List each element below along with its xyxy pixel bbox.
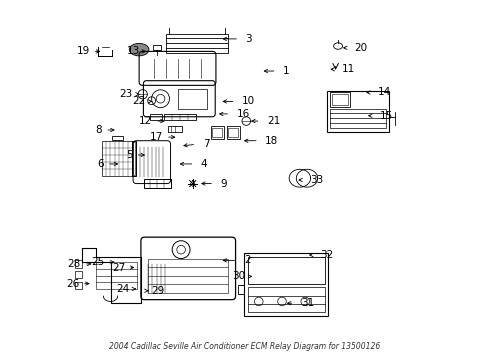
Text: 26: 26 bbox=[66, 279, 79, 289]
Bar bbox=[75, 271, 82, 278]
Bar bbox=[75, 260, 82, 267]
Bar bbox=[96, 262, 137, 289]
Text: 6: 6 bbox=[97, 159, 104, 169]
Text: 29: 29 bbox=[151, 286, 164, 296]
Text: 13: 13 bbox=[126, 46, 140, 57]
Text: 9: 9 bbox=[220, 179, 227, 189]
Bar bbox=[329, 109, 385, 128]
Bar bbox=[326, 91, 388, 132]
Bar bbox=[329, 93, 349, 107]
Text: 7: 7 bbox=[203, 139, 209, 149]
Text: 11: 11 bbox=[341, 64, 355, 74]
Bar bbox=[247, 287, 324, 312]
Text: 8: 8 bbox=[96, 125, 102, 135]
Bar bbox=[212, 128, 222, 137]
Bar bbox=[178, 89, 206, 109]
Bar bbox=[143, 179, 170, 188]
Bar bbox=[75, 282, 82, 289]
Bar bbox=[244, 253, 328, 316]
Text: 16: 16 bbox=[236, 109, 249, 119]
Bar bbox=[149, 113, 162, 120]
Text: 3: 3 bbox=[245, 34, 252, 44]
Bar bbox=[247, 257, 324, 284]
Text: 5: 5 bbox=[126, 150, 132, 160]
Text: 2004 Cadillac Seville Air Conditioner ECM Relay Diagram for 13500126: 2004 Cadillac Seville Air Conditioner EC… bbox=[109, 342, 379, 351]
Text: 32: 32 bbox=[320, 250, 333, 260]
Text: 4: 4 bbox=[201, 159, 207, 169]
Bar bbox=[102, 141, 132, 176]
Bar bbox=[331, 94, 347, 105]
Bar bbox=[167, 126, 182, 132]
Text: 1: 1 bbox=[283, 66, 289, 76]
Bar bbox=[133, 142, 135, 175]
Text: 14: 14 bbox=[377, 87, 390, 98]
Bar bbox=[164, 113, 196, 120]
Text: 18: 18 bbox=[264, 136, 278, 146]
Bar bbox=[238, 285, 244, 294]
Bar bbox=[165, 33, 228, 53]
Text: 12: 12 bbox=[139, 116, 152, 126]
Text: 15: 15 bbox=[379, 111, 392, 121]
Bar bbox=[226, 126, 240, 139]
Text: 17: 17 bbox=[149, 132, 163, 142]
Text: 2: 2 bbox=[244, 255, 250, 265]
Text: 23: 23 bbox=[119, 89, 132, 99]
Text: 31: 31 bbox=[300, 298, 314, 308]
Text: 33: 33 bbox=[309, 175, 323, 185]
Bar bbox=[228, 128, 238, 137]
Text: 21: 21 bbox=[266, 116, 280, 126]
Text: 24: 24 bbox=[116, 284, 129, 294]
Text: 27: 27 bbox=[112, 262, 125, 273]
Bar bbox=[132, 141, 136, 176]
Text: 25: 25 bbox=[91, 257, 104, 267]
Bar bbox=[148, 258, 228, 293]
Ellipse shape bbox=[129, 43, 149, 56]
Bar bbox=[153, 45, 160, 50]
Bar bbox=[210, 126, 224, 139]
Text: 22: 22 bbox=[132, 96, 145, 107]
Text: 10: 10 bbox=[242, 96, 255, 107]
Text: 20: 20 bbox=[354, 43, 367, 53]
Text: 30: 30 bbox=[232, 271, 244, 282]
Text: 19: 19 bbox=[77, 46, 90, 57]
Bar bbox=[112, 136, 123, 140]
Text: 28: 28 bbox=[67, 259, 81, 269]
